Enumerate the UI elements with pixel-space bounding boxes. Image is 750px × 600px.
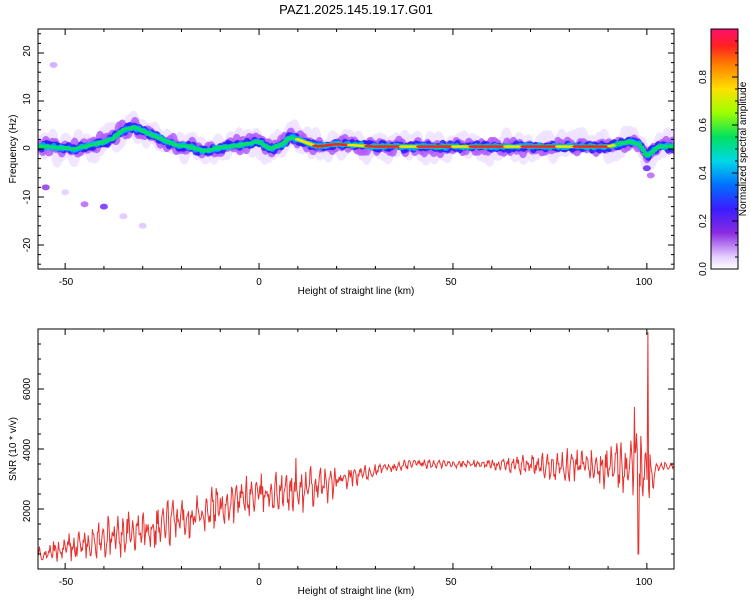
snr-ytick-0: 2000	[22, 499, 33, 522]
spectrogram-ytick-0: 20	[22, 45, 33, 57]
spectrogram-xtick-3: 100	[636, 277, 653, 288]
spectrogram-xtick-2: 50	[445, 277, 457, 288]
snr-xtick-1: 0	[256, 577, 262, 588]
colorbar-tick-3: 0.6	[698, 118, 709, 132]
spectrogram-ytick-2: 0	[22, 145, 33, 151]
spectrogram-ticks	[38, 29, 674, 269]
snr-xtick-3: 100	[636, 577, 653, 588]
colorbar-tick-4: 0.8	[698, 70, 709, 84]
snr-ticks	[38, 328, 674, 570]
colorbar: 0.0 0.2 0.4 0.6 0.8 Normalized spectral …	[698, 28, 749, 276]
spectrogram-ylabel: Frequency (Hz)	[8, 115, 19, 184]
spectrogram-panel: -50 0 50 100 Height of straight line (km…	[8, 28, 675, 297]
colorbar-tick-1: 0.2	[698, 214, 709, 228]
spectrogram-xtick-1: 0	[256, 277, 262, 288]
figure-title: PAZ1.2025.145.19.17.G01	[279, 2, 433, 17]
spectrogram-ytick-1: 10	[22, 93, 33, 105]
spectrogram-xlabel: Height of straight line (km)	[298, 286, 415, 297]
snr-ytick-2: 6000	[22, 377, 33, 400]
snr-xtick-2: 50	[445, 577, 457, 588]
colorbar-ticks	[710, 28, 739, 270]
spectrogram-ytick-3: -10	[22, 189, 33, 204]
snr-series-line	[38, 331, 674, 562]
colorbar-tick-0: 0.0	[698, 262, 709, 276]
snr-ytick-1: 4000	[22, 438, 33, 461]
colorbar-tick-2: 0.4	[698, 166, 709, 180]
snr-ylabel: SNR (10 * v/v)	[8, 417, 19, 481]
snr-xtick-0: -50	[59, 577, 74, 588]
colorbar-gradient	[711, 29, 738, 269]
colorbar-label: Normalized spectral amplitude	[738, 81, 749, 216]
spectrogram-xtick-0: -50	[59, 277, 74, 288]
snr-xlabel: Height of straight line (km)	[298, 586, 415, 597]
snr-panel: -50 0 50 100 Height of straight line (km…	[8, 328, 675, 597]
spectrogram-heatmap	[38, 62, 674, 229]
spectrogram-ytick-4: -20	[22, 237, 33, 252]
